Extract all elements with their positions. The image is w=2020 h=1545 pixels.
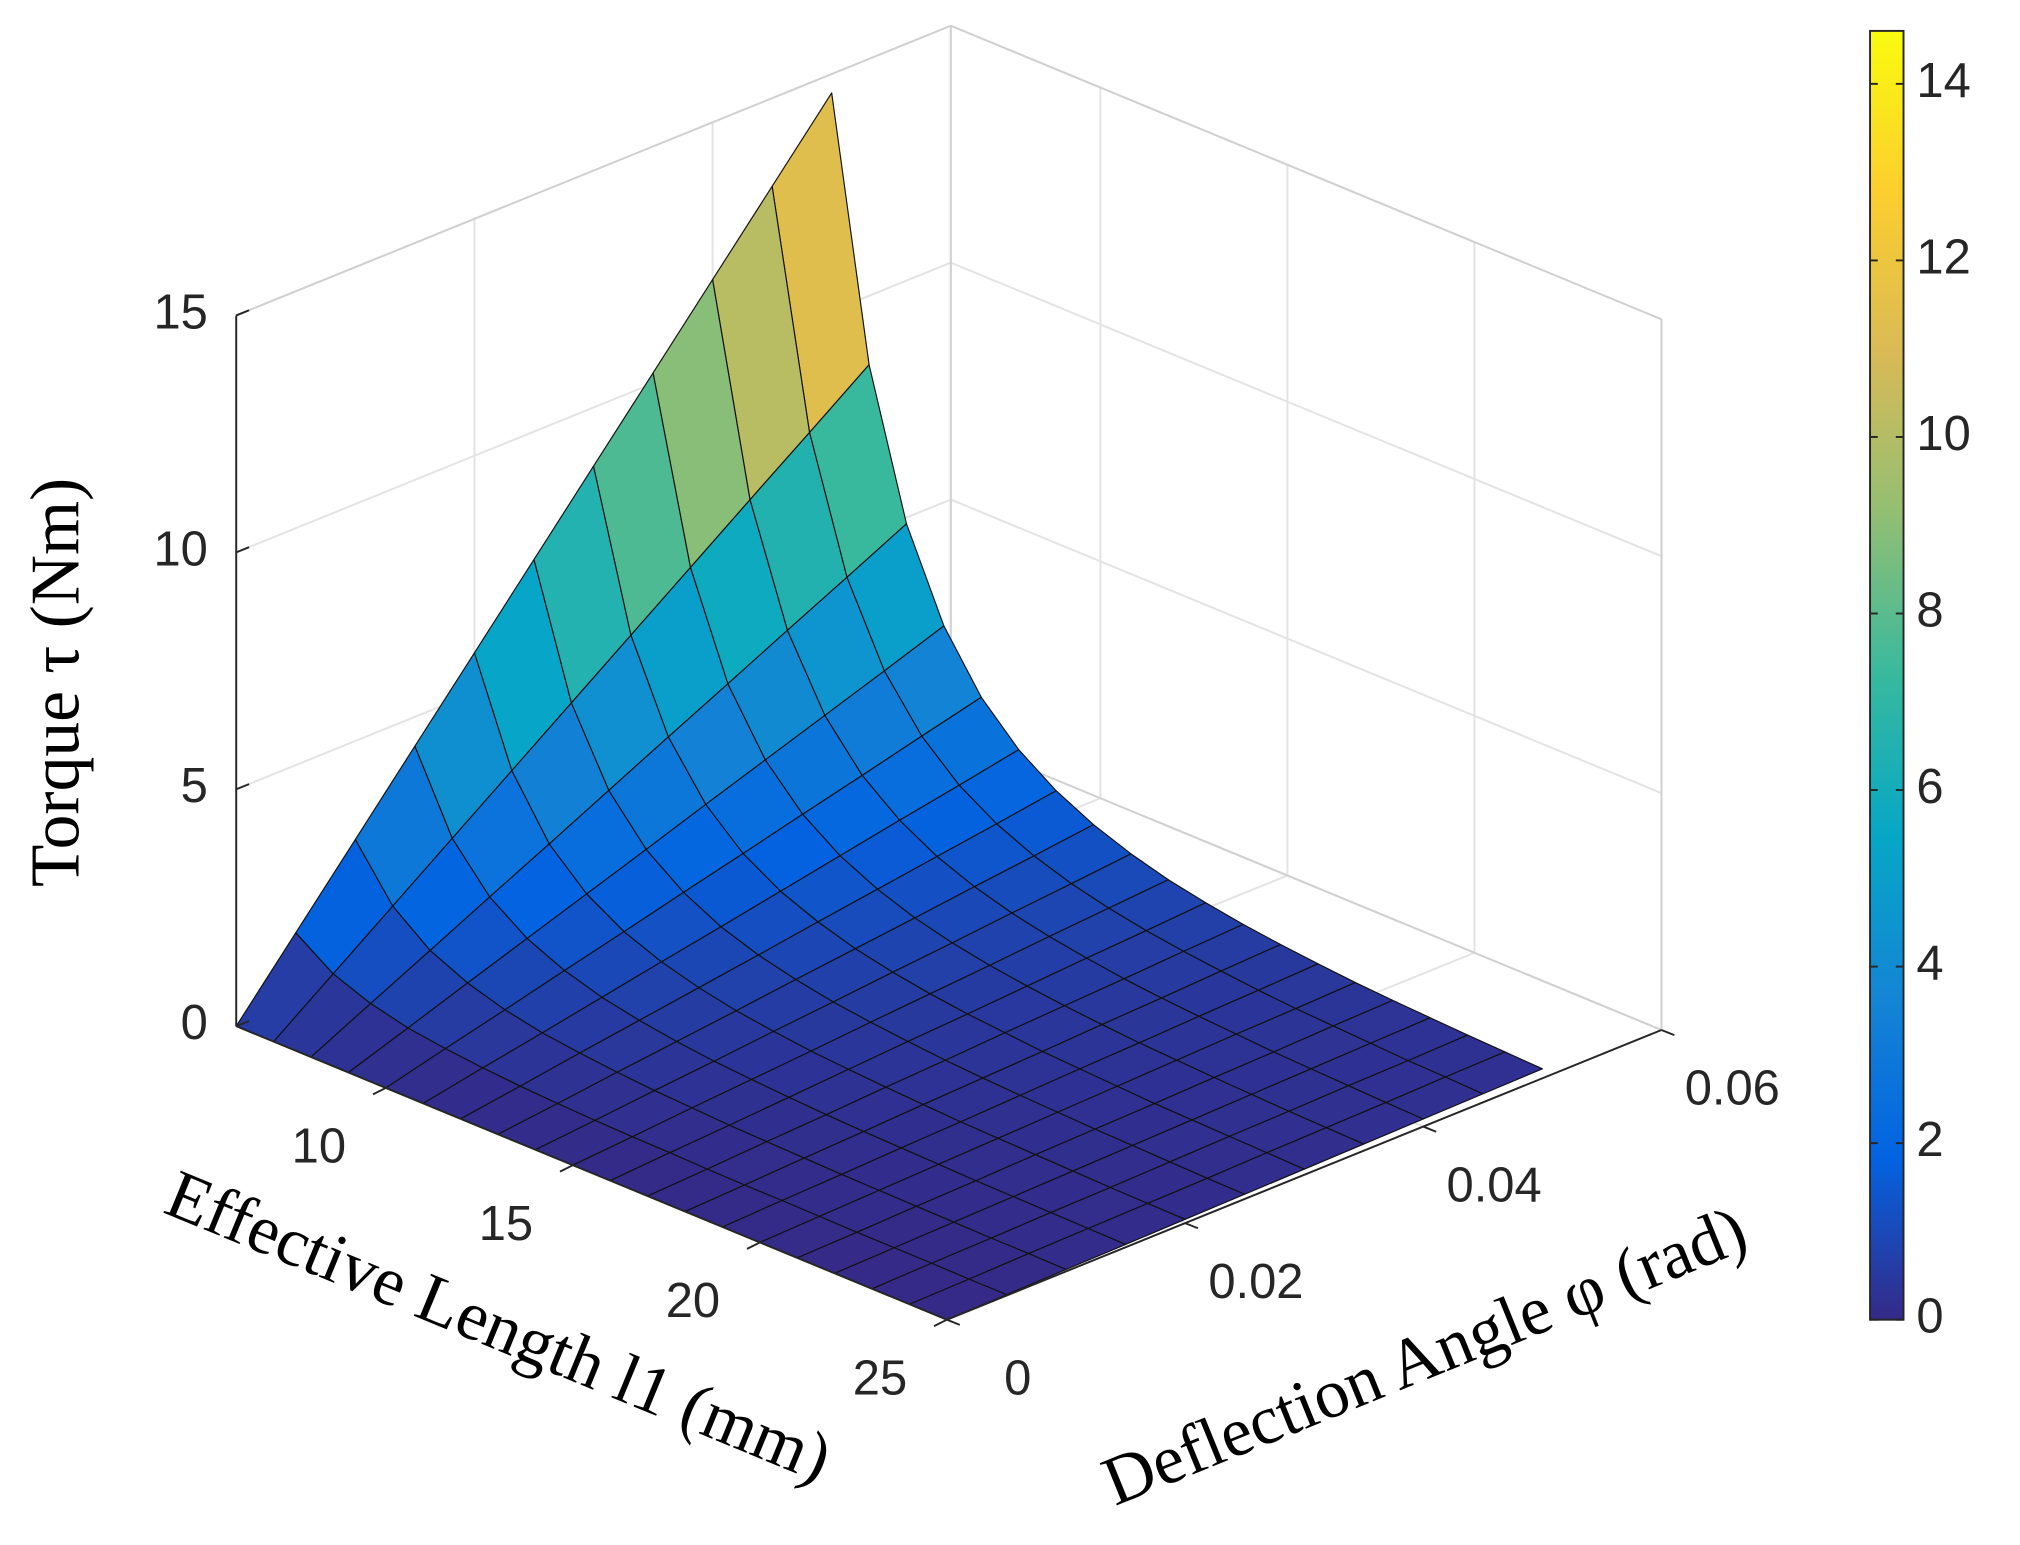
box-edge bbox=[950, 24, 1662, 321]
grid-line bbox=[950, 498, 1662, 794]
z-tick bbox=[235, 546, 250, 554]
z-tick bbox=[235, 783, 250, 791]
y-tick bbox=[1422, 1125, 1437, 1133]
colorbar-tick-label: 10 bbox=[1916, 407, 1970, 461]
y-tick bbox=[1661, 1029, 1675, 1037]
y-tick-label: 0.06 bbox=[1685, 1062, 1780, 1116]
colorbar-tick-label: 14 bbox=[1916, 54, 1970, 108]
x-tick-label: 15 bbox=[479, 1197, 533, 1251]
colorbar-tick-label: 8 bbox=[1916, 583, 1943, 637]
y-tick-label: 0.04 bbox=[1447, 1158, 1542, 1212]
back-wall bbox=[950, 25, 1662, 1030]
x-tick-label: 10 bbox=[292, 1120, 346, 1174]
y-axis-label: Deflection Angle φ (rad) bbox=[1092, 1191, 1757, 1521]
z-tick-label: 10 bbox=[153, 522, 207, 576]
y-tick bbox=[946, 1318, 961, 1326]
colorbar-tick-label: 4 bbox=[1916, 937, 1943, 991]
colorbar-tick-label: 6 bbox=[1916, 760, 1943, 814]
y-axis bbox=[946, 1029, 1662, 1321]
z-tick-label: 15 bbox=[153, 285, 207, 339]
x-tick bbox=[746, 1241, 761, 1250]
colorbar-tick-label: 12 bbox=[1916, 230, 1970, 284]
z-tick-label: 0 bbox=[181, 996, 208, 1050]
x-tick bbox=[559, 1164, 574, 1173]
x-tick bbox=[933, 1318, 948, 1327]
x-tick bbox=[372, 1087, 387, 1096]
z-axis-label: Torque τ (Nm) bbox=[17, 478, 94, 887]
colorbar bbox=[1869, 29, 1905, 1321]
box-edge bbox=[235, 24, 952, 317]
x-tick-label: 20 bbox=[666, 1274, 720, 1328]
y-tick-label: 0 bbox=[1004, 1351, 1031, 1405]
z-tick bbox=[235, 1020, 250, 1028]
colorbar-tick-label: 2 bbox=[1916, 1113, 1943, 1167]
box-edge bbox=[950, 735, 1662, 1031]
y-tick-label: 0.02 bbox=[1208, 1255, 1303, 1309]
colorbar-tick-label: 0 bbox=[1916, 1290, 1943, 1344]
x-axis bbox=[235, 1025, 948, 1321]
x-tick-label: 25 bbox=[853, 1351, 907, 1405]
z-tick bbox=[235, 309, 250, 317]
grid-line bbox=[950, 261, 1662, 558]
z-tick-label: 5 bbox=[181, 759, 208, 813]
y-tick bbox=[1184, 1222, 1199, 1230]
